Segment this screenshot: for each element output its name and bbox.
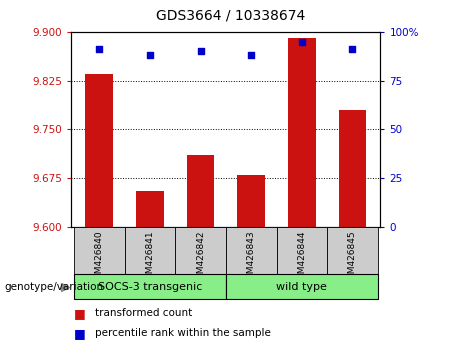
Bar: [277, 227, 327, 274]
Text: GSM426842: GSM426842: [196, 230, 205, 285]
Text: SOCS-3 transgenic: SOCS-3 transgenic: [98, 282, 202, 292]
Text: ■: ■: [74, 327, 85, 340]
Bar: [226, 274, 378, 299]
Text: GSM426840: GSM426840: [95, 230, 104, 285]
Bar: [85, 74, 113, 227]
Bar: [74, 227, 124, 274]
Point: [146, 52, 154, 58]
Bar: [226, 227, 277, 274]
Bar: [187, 155, 214, 227]
Bar: [74, 274, 226, 299]
Bar: [288, 38, 316, 227]
Bar: [175, 227, 226, 274]
Bar: [124, 227, 175, 274]
Point: [95, 47, 103, 52]
Text: GSM426845: GSM426845: [348, 230, 357, 285]
Text: GSM426843: GSM426843: [247, 230, 256, 285]
Bar: [136, 191, 164, 227]
Point: [298, 39, 306, 45]
Bar: [338, 110, 366, 227]
Point: [349, 47, 356, 52]
Point: [248, 52, 255, 58]
Text: transformed count: transformed count: [95, 308, 192, 318]
Text: GDS3664 / 10338674: GDS3664 / 10338674: [156, 9, 305, 23]
Text: GSM426844: GSM426844: [297, 230, 307, 285]
Text: wild type: wild type: [277, 282, 327, 292]
Bar: [237, 175, 265, 227]
Bar: [327, 227, 378, 274]
Text: GSM426841: GSM426841: [145, 230, 154, 285]
Point: [197, 48, 204, 54]
Text: genotype/variation: genotype/variation: [5, 282, 104, 292]
Text: ■: ■: [74, 307, 85, 320]
Text: percentile rank within the sample: percentile rank within the sample: [95, 329, 271, 338]
